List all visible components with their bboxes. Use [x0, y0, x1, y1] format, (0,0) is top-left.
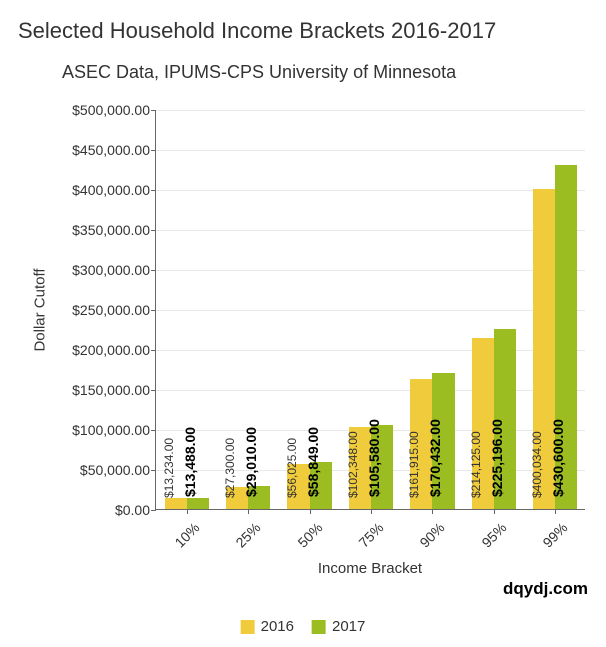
legend-label: 2016 [261, 618, 294, 635]
gridline [156, 270, 585, 271]
bar-value-label: $29,010.00 [243, 427, 259, 497]
ytick-label: $150,000.00 [72, 382, 156, 398]
xtick-mark [187, 509, 188, 514]
xtick-label: 75% [355, 519, 386, 550]
bar-value-label: $430,600.00 [550, 419, 566, 497]
legend-label: 2017 [332, 618, 365, 635]
chart-container: Selected Household Income Brackets 2016-… [0, 0, 606, 647]
bar-value-label: $58,849.00 [305, 427, 321, 497]
gridline [156, 150, 585, 151]
legend-swatch [312, 620, 326, 634]
ytick-label: $500,000.00 [72, 102, 156, 118]
bar-value-label: $214,125.00 [469, 431, 483, 498]
xtick-label: 90% [417, 519, 448, 550]
xtick-label: 10% [171, 519, 202, 550]
gridline [156, 190, 585, 191]
legend-item: 2017 [312, 618, 365, 635]
plot-area: $0.00$50,000.00$100,000.00$150,000.00$20… [155, 110, 585, 510]
gridline [156, 310, 585, 311]
bar-value-label: $105,580.00 [366, 419, 382, 497]
gridline [156, 350, 585, 351]
legend: 2016 2017 [241, 618, 366, 635]
xtick-mark [371, 509, 372, 514]
legend-item: 2016 [241, 618, 294, 635]
bar-value-label: $27,300.00 [223, 438, 237, 498]
bar-value-label: $13,234.00 [162, 438, 176, 498]
gridline [156, 390, 585, 391]
bar [165, 498, 187, 509]
ytick-label: $0.00 [115, 502, 156, 518]
bar-value-label: $225,196.00 [489, 419, 505, 497]
attribution-text: dqydj.com [503, 579, 588, 599]
xtick-mark [555, 509, 556, 514]
legend-swatch [241, 620, 255, 634]
xtick-mark [248, 509, 249, 514]
bar [187, 498, 209, 509]
ytick-label: $100,000.00 [72, 422, 156, 438]
ytick-label: $300,000.00 [72, 262, 156, 278]
xtick-mark [432, 509, 433, 514]
xtick-label: 50% [294, 519, 325, 550]
xtick-label: 25% [233, 519, 264, 550]
ytick-label: $400,000.00 [72, 182, 156, 198]
xtick-mark [494, 509, 495, 514]
gridline [156, 110, 585, 111]
ytick-label: $50,000.00 [80, 462, 156, 478]
bar-value-label: $170,432.00 [427, 419, 443, 497]
ytick-label: $450,000.00 [72, 142, 156, 158]
bar-value-label: $13,488.00 [182, 427, 198, 497]
xtick-mark [310, 509, 311, 514]
x-axis-title: Income Bracket [318, 560, 422, 577]
xtick-label: 95% [478, 519, 509, 550]
ytick-label: $200,000.00 [72, 342, 156, 358]
y-axis-title: Dollar Cutoff [32, 268, 49, 351]
chart-title: Selected Household Income Brackets 2016-… [18, 18, 496, 44]
bar-value-label: $161,915.00 [407, 431, 421, 498]
gridline [156, 230, 585, 231]
chart-subtitle: ASEC Data, IPUMS-CPS University of Minne… [62, 62, 456, 83]
ytick-label: $350,000.00 [72, 222, 156, 238]
bar-value-label: $400,034.00 [530, 431, 544, 498]
bar-value-label: $56,025.00 [285, 438, 299, 498]
ytick-label: $250,000.00 [72, 302, 156, 318]
bar-value-label: $102,348.00 [346, 431, 360, 498]
xtick-label: 99% [540, 519, 571, 550]
